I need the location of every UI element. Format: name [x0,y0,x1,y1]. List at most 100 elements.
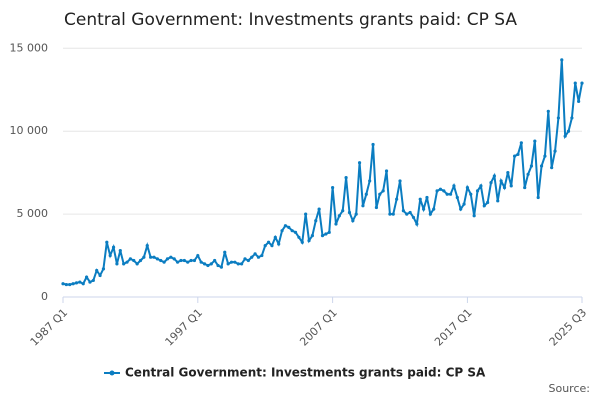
data-point [223,250,227,254]
data-point [563,134,567,138]
data-point [341,209,345,213]
data-point [293,230,298,234]
data-point [270,244,274,248]
data-point [78,280,82,284]
data-point [283,224,288,228]
data-point [408,210,412,215]
data-point [226,262,230,266]
data-point [479,184,483,188]
data-point [381,189,385,193]
data-point [199,260,203,264]
data-point [469,192,473,196]
x-tick-label: 2017 Q1 [432,306,475,349]
data-point [577,99,581,103]
data-point [118,248,122,253]
data-point [529,164,534,168]
data-point [425,195,429,200]
data-point [206,263,210,268]
data-point [273,235,277,239]
data-point [334,222,338,226]
data-point [374,205,379,210]
data-point [539,164,544,168]
data-point [472,214,476,218]
data-point [216,263,220,268]
data-point [395,197,399,201]
data-point [108,253,112,258]
data-point [229,260,234,264]
data-point [88,280,92,284]
data-point [344,176,348,180]
data-point [462,202,466,206]
data-point [560,58,564,62]
data-point [263,244,267,248]
data-point [384,169,389,173]
data-point [357,161,362,165]
y-tick-label: 5 000 [17,207,49,220]
data-point [81,282,85,286]
data-point [475,189,480,193]
data-point [448,192,453,196]
data-point [307,239,311,243]
y-tick-label: 10 000 [10,124,49,137]
data-point [331,185,335,190]
data-point [327,230,331,234]
data-point [314,219,318,223]
data-point [455,195,459,200]
data-point [418,197,422,201]
data-point [142,255,146,259]
data-point [512,154,517,158]
data-point [233,260,237,264]
data-point [378,192,382,196]
data-point [122,262,126,266]
data-point [159,258,163,263]
data-point [209,262,213,266]
data-point [570,116,574,120]
data-point [304,212,308,216]
data-point [297,235,301,239]
data-point [553,149,557,153]
data-point [169,255,173,259]
data-point [84,275,89,279]
data-point [128,257,133,261]
data-point [179,258,183,263]
data-point [236,262,240,266]
data-point [459,207,463,211]
series-line [62,59,583,286]
data-point [499,179,503,183]
data-point [351,219,355,223]
data-point [98,273,102,278]
data-point [354,212,358,216]
data-point [280,229,284,233]
data-point [186,260,190,264]
data-point [482,204,486,208]
data-point [300,240,304,244]
data-point [152,255,156,259]
data-point [509,184,513,188]
data-point [533,139,537,143]
data-point [196,253,200,258]
data-point [68,282,72,287]
data-point [452,184,456,188]
data-point [486,200,490,205]
data-point [371,142,375,147]
data-point [506,171,510,175]
data-point [290,229,294,233]
data-point [550,166,554,170]
data-point [95,268,99,273]
data-point [91,278,95,283]
data-point [101,267,106,271]
data-point [526,172,530,176]
data-point [442,189,446,193]
data-point [189,258,193,263]
data-point [61,282,65,286]
data-point [165,257,170,261]
data-point [428,212,432,216]
data-point [250,255,254,259]
data-point [277,242,281,246]
data-point [543,154,547,158]
data-point [243,257,247,261]
data-point [566,129,571,133]
data-point [125,260,129,264]
data-point [337,214,341,218]
